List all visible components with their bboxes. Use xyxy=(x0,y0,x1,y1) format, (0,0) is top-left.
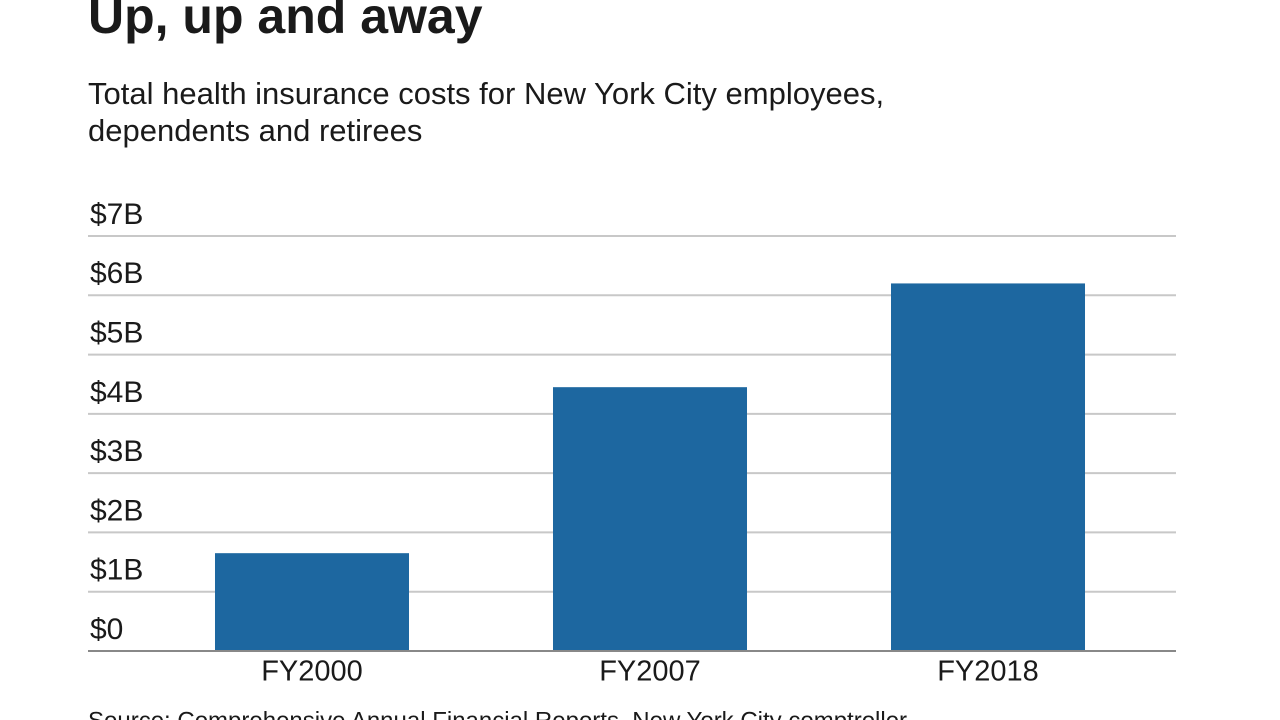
y-tick-label: $7B xyxy=(90,198,143,231)
x-tick-label: FY2000 xyxy=(261,656,363,688)
y-tick-label: $0 xyxy=(90,613,123,646)
chart-subtitle: Total health insurance costs for New Yor… xyxy=(88,76,884,111)
y-tick-label: $2B xyxy=(90,494,143,527)
source-note: Source: Comprehensive Annual Financial R… xyxy=(88,707,907,720)
bar xyxy=(552,387,748,651)
y-tick-label: $6B xyxy=(90,257,143,290)
y-tick-label: $4B xyxy=(90,376,143,409)
bar xyxy=(214,553,410,651)
bar xyxy=(890,283,1086,651)
y-tick-label: $5B xyxy=(90,316,143,349)
x-tick-label: FY2018 xyxy=(937,656,1039,688)
chart-subtitle: dependents and retirees xyxy=(88,113,422,148)
y-tick-label: $1B xyxy=(90,554,143,587)
y-tick-label: $3B xyxy=(90,435,143,468)
chart-title: Up, up and away xyxy=(88,0,483,44)
x-tick-label: FY2007 xyxy=(599,656,701,688)
